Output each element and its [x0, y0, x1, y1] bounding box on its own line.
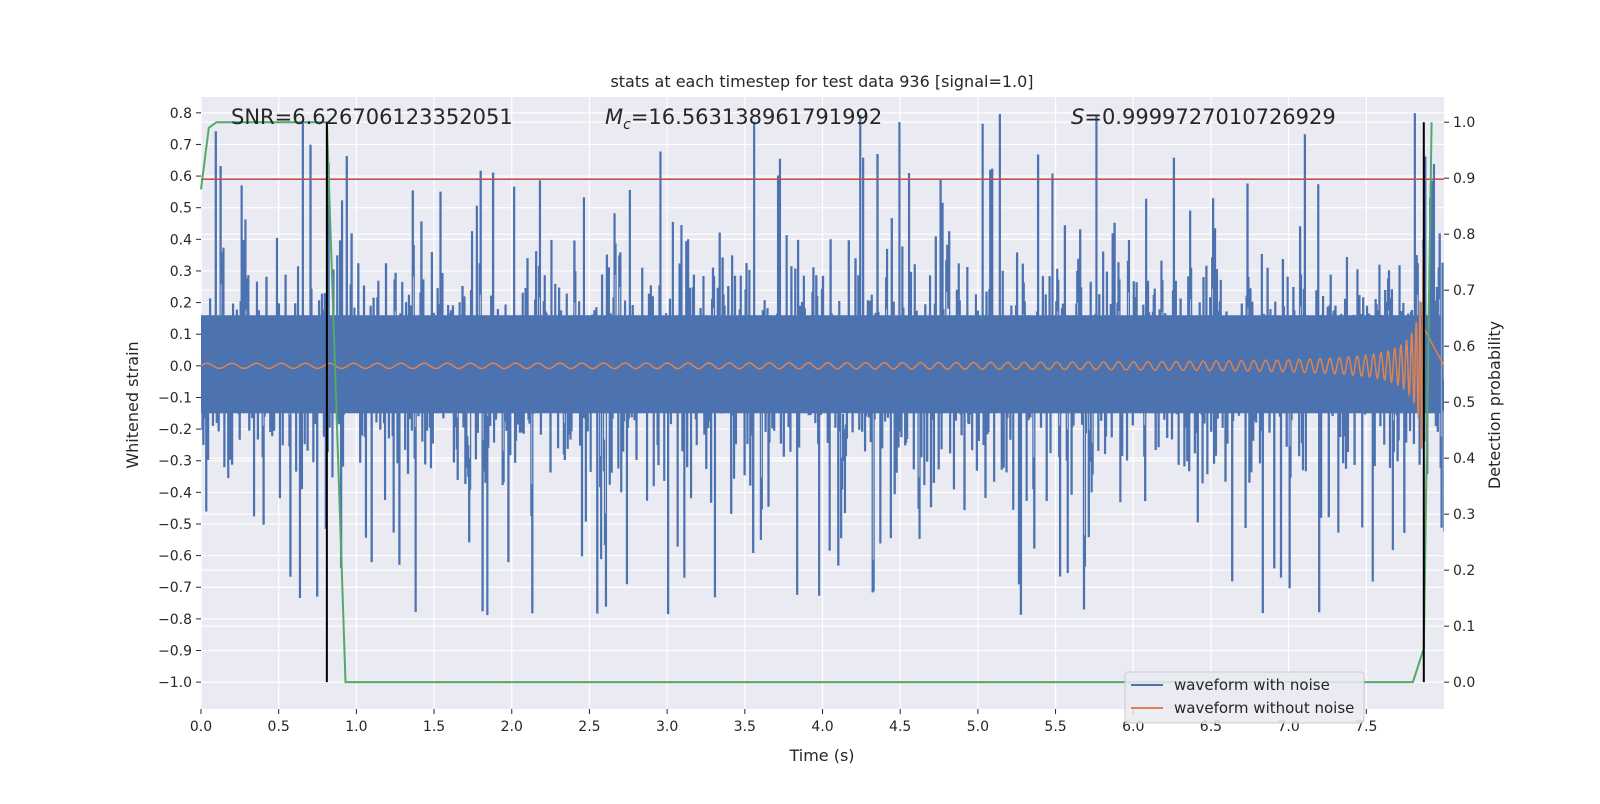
y-tick-label: −0.4 — [158, 485, 192, 501]
y2-tick-label: 1.0 — [1453, 115, 1475, 131]
chart-title: stats at each timestep for test data 936… — [610, 72, 1033, 91]
detection-probability-line — [200, 121, 1433, 684]
legend-label-clean: waveform without noise — [1174, 699, 1354, 717]
waveform-without-noise-series — [201, 252, 1444, 449]
y-tick-label: 0.0 — [170, 359, 192, 375]
y-tick-label: −1.0 — [158, 675, 192, 691]
y-tick-label: 0.5 — [170, 201, 192, 217]
clean-waveform-trace — [201, 252, 1444, 449]
chirp-mass-subscript: c — [623, 117, 631, 133]
score-symbol: S — [1071, 105, 1084, 129]
x-tick-label: 3.0 — [656, 719, 678, 735]
y2-tick-label: 0.8 — [1453, 227, 1475, 243]
snr-annotation: SNR=6.626706123352051 — [231, 105, 513, 129]
x-axis-label: Time (s) — [788, 746, 854, 765]
x-tick-label: 2.5 — [578, 719, 600, 735]
y-tick-label: −0.9 — [158, 643, 192, 659]
legend: waveform with noise waveform without noi… — [1124, 671, 1365, 724]
score-annotation: S=0.9999727010726929 — [1071, 105, 1336, 129]
y2-tick-label: 0.6 — [1453, 339, 1475, 355]
y-tick-label: −0.6 — [158, 549, 192, 565]
overlay-lines — [200, 121, 1444, 684]
legend-label-noise: waveform with noise — [1174, 676, 1330, 694]
y-tick-label: −0.1 — [158, 390, 192, 406]
y-tick-label: 0.4 — [170, 232, 192, 248]
y-tick-label: 0.2 — [170, 296, 192, 312]
chirp-mass-symbol: M — [605, 105, 623, 129]
legend-box — [1124, 671, 1365, 724]
y-tick-label: −0.2 — [158, 422, 192, 438]
x-tick-label: 0.5 — [268, 719, 290, 735]
y-tick-label: −0.7 — [158, 580, 192, 596]
x-tick-label: 0.0 — [190, 719, 212, 735]
x-tick-label: 3.5 — [734, 719, 756, 735]
y-tick-label: −0.5 — [158, 517, 192, 533]
axes: 0.0 0.5 1.0 1.5 2.0 2.5 3.0 3.5 4.0 4.5 5.0 5.5 6.0 6… — [158, 106, 1475, 735]
x-tick-label: 1.0 — [345, 719, 367, 735]
y-tick-label: 0.7 — [170, 137, 192, 153]
x-tick-label: 4.5 — [889, 719, 911, 735]
y2-axis-label: Detection probability — [1485, 321, 1504, 489]
y2-tick-label: 0.4 — [1453, 451, 1475, 467]
y2-tick-label: 0.5 — [1453, 395, 1475, 411]
x-tick-label: 2.0 — [501, 719, 523, 735]
y-tick-label: 0.8 — [170, 106, 192, 122]
y-tick-label: −0.8 — [158, 612, 192, 628]
x-tick-label: 4.0 — [811, 719, 833, 735]
y-tick-label: 0.1 — [170, 327, 192, 343]
chirp-mass-value: =16.563138961791992 — [631, 105, 882, 129]
y2-tick-label: 0.7 — [1453, 283, 1475, 299]
y2-tick-label: 0.2 — [1453, 563, 1475, 579]
x-tick-label: 5.5 — [1044, 719, 1066, 735]
y2-tick-label: 0.1 — [1453, 619, 1475, 635]
y2-tick-label: 0.3 — [1453, 507, 1475, 523]
x-tick-label: 5.0 — [967, 719, 989, 735]
score-value: =0.9999727010726929 — [1084, 105, 1335, 129]
noise-trace — [201, 113, 1444, 616]
waveform-with-noise-series — [201, 113, 1444, 616]
y2-tick-label: 0.0 — [1453, 675, 1475, 691]
y2-tick-label: 0.9 — [1453, 171, 1475, 187]
chirp-mass-annotation: Mc=16.563138961791992 — [605, 105, 882, 133]
x-tick-label: 1.5 — [423, 719, 445, 735]
y-tick-label: −0.3 — [158, 454, 192, 470]
y-tick-label: 0.6 — [170, 169, 192, 185]
y-axis-label: Whitened strain — [123, 341, 142, 468]
y-tick-label: 0.3 — [170, 264, 192, 280]
